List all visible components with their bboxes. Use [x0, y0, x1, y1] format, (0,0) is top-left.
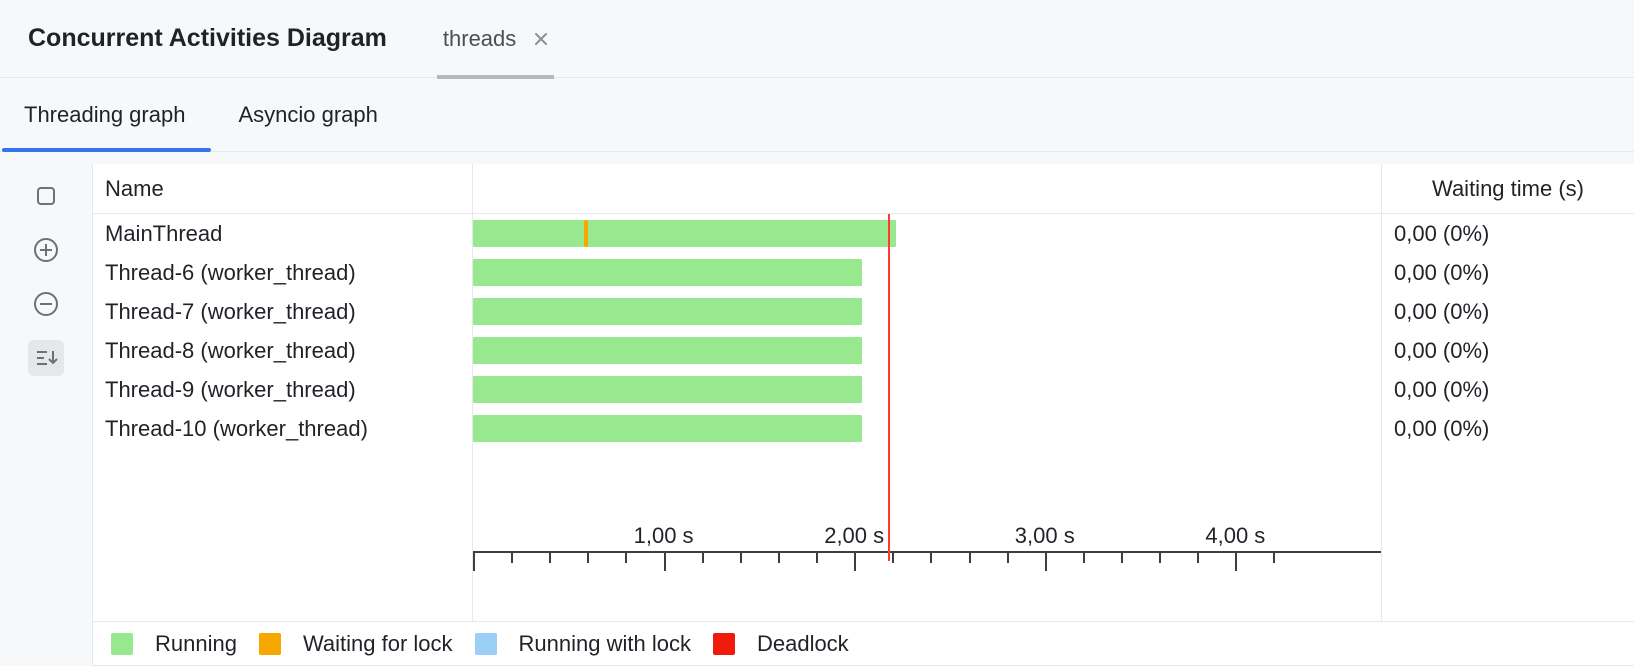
collapse-sort-button[interactable] — [28, 340, 64, 376]
table-header: Name Waiting time (s) — [93, 164, 1634, 214]
waiting-value: 0,00 (0%) — [1382, 409, 1634, 448]
zoom-out-button[interactable] — [28, 286, 64, 322]
thread-name: Thread-6 (worker_thread) — [93, 253, 472, 292]
zoom-in-button[interactable] — [28, 232, 64, 268]
axis-tick-label: 4,00 s — [1205, 523, 1265, 549]
subtab-bar: Threading graph Asyncio graph — [0, 78, 1634, 152]
left-toolbar — [0, 152, 92, 666]
close-icon[interactable] — [534, 32, 548, 46]
waiting-value: 0,00 (0%) — [1382, 370, 1634, 409]
page-title: Concurrent Activities Diagram — [28, 24, 387, 53]
file-tab-label: threads — [443, 26, 516, 52]
tab-asyncio-graph[interactable]: Asyncio graph — [234, 78, 381, 151]
legend-label: Deadlock — [757, 631, 849, 657]
column-header-timeline — [473, 164, 1382, 213]
thread-name: Thread-7 (worker_thread) — [93, 292, 472, 331]
rows-area: MainThreadThread-6 (worker_thread)Thread… — [93, 214, 1634, 621]
activity-segment[interactable] — [588, 220, 896, 247]
thread-name: Thread-9 (worker_thread) — [93, 370, 472, 409]
legend-swatch — [713, 633, 735, 655]
legend-swatch — [259, 633, 281, 655]
waiting-value: 0,00 (0%) — [1382, 253, 1634, 292]
tab-threading-graph[interactable]: Threading graph — [20, 78, 189, 151]
legend-label: Running — [155, 631, 237, 657]
thread-name: MainThread — [93, 214, 472, 253]
title-bar: Concurrent Activities Diagram threads — [0, 0, 1634, 78]
waiting-value: 0,00 (0%) — [1382, 331, 1634, 370]
activity-segment[interactable] — [473, 415, 862, 442]
activities-panel: Name Waiting time (s) MainThreadThread-6… — [92, 164, 1634, 666]
activity-segment[interactable] — [473, 220, 584, 247]
waiting-value: 0,00 (0%) — [1382, 214, 1634, 253]
legend-swatch — [111, 633, 133, 655]
activity-segment[interactable] — [473, 376, 862, 403]
legend-label: Waiting for lock — [303, 631, 453, 657]
playhead-cursor[interactable] — [888, 214, 890, 561]
name-column: MainThreadThread-6 (worker_thread)Thread… — [93, 214, 473, 621]
tab-label: Asyncio graph — [238, 102, 377, 128]
file-tab-threads[interactable]: threads — [437, 2, 554, 79]
stop-button[interactable] — [28, 178, 64, 214]
legend-label: Running with lock — [519, 631, 691, 657]
timeline-column[interactable]: 1,00 s 2,00 s 3,00 s 4,00 s — [473, 214, 1382, 621]
activity-segment[interactable] — [473, 298, 862, 325]
waiting-value: 0,00 (0%) — [1382, 292, 1634, 331]
axis-tick-label: 3,00 s — [1015, 523, 1075, 549]
legend-swatch — [475, 633, 497, 655]
axis-tick-label: 2,00 s — [824, 523, 884, 549]
axis-tick-label: 1,00 s — [634, 523, 694, 549]
column-header-name: Name — [93, 164, 473, 213]
activity-segment[interactable] — [473, 259, 862, 286]
tab-label: Threading graph — [24, 102, 185, 128]
activity-segment[interactable] — [473, 337, 862, 364]
thread-name: Thread-10 (worker_thread) — [93, 409, 472, 448]
waiting-column: 0,00 (0%)0,00 (0%)0,00 (0%)0,00 (0%)0,00… — [1382, 214, 1634, 621]
thread-name: Thread-8 (worker_thread) — [93, 331, 472, 370]
legend: Running Waiting for lock Running with lock… — [93, 621, 1634, 665]
column-header-waiting: Waiting time (s) — [1382, 164, 1634, 213]
